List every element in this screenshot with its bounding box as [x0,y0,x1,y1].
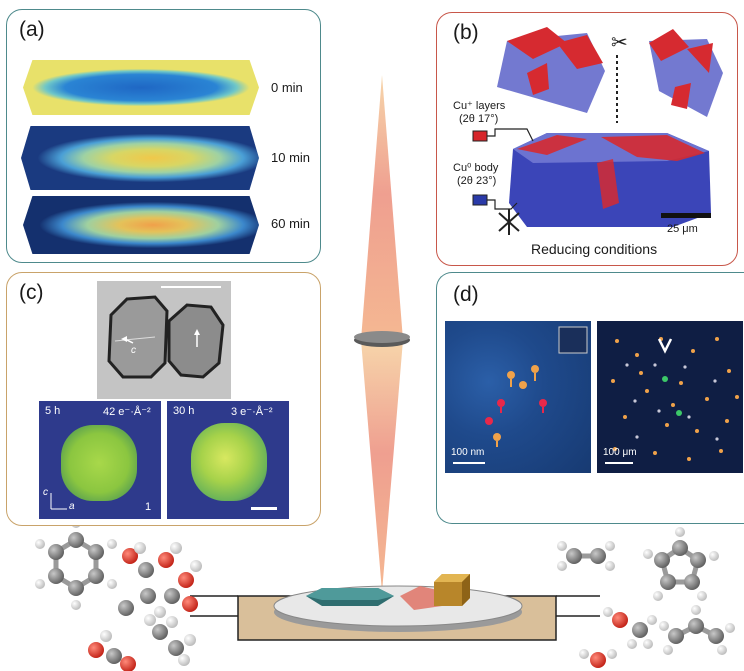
tem-axis-c: c [131,345,136,356]
molecule-formic [88,630,136,671]
time-label-10min: 10 min [271,150,311,165]
molecule-propene [659,605,735,655]
time-label-60min: 60 min [271,216,311,231]
panel-b-caption: Reducing conditions [531,241,658,257]
crystal-map-0min [23,60,259,115]
scale-bar-label: 25 μm [667,223,698,235]
molecule-methanol [603,607,657,649]
afm-image-right: 100 μm [597,321,743,473]
frame2-scale-bar [251,507,277,510]
afm-scale-right: 100 μm [603,447,637,458]
svg-text:✂: ✂ [611,30,628,54]
frame2-dose: 3 e⁻·Å⁻² [231,406,273,418]
sample-stage [190,574,600,641]
molecule-water [579,649,617,668]
frame1-axes [50,493,67,510]
panel-d: (d) 100 nm [436,272,744,524]
electron-beam [354,75,410,592]
cu0-angle: (2θ 23°) [457,175,497,187]
molecule-ethylene [557,541,615,571]
cu-plus-label: Cu⁺ layers [453,100,506,112]
afm-image-left: 100 nm [445,321,591,473]
panel-b-tag: (b) [453,21,479,44]
stem-frame-30h: 30 h 3 e⁻·Å⁻² [167,401,289,519]
crystal-map-10min [21,126,259,190]
panel-a-tag: (a) [19,18,45,41]
crystal-map-60min [23,196,259,254]
tomography-render: ✂ [472,27,723,235]
stem-frame-5h: 5 h 42 e⁻·Å⁻² 1 c a [39,401,161,519]
panel-c-tag: (c) [19,281,44,304]
panel-a: (a) 0 min 10 min 60 min [6,9,321,263]
molecule-sugar [118,542,202,618]
crystal-gold [434,574,470,606]
frame2-time: 30 h [173,405,195,417]
panel-d-tag: (d) [453,283,479,306]
frame1-axis-c: c [43,487,48,498]
frame1-axis-a: a [69,501,75,512]
molecule-ethanol [144,614,196,666]
molecule-cyclopentene [643,527,719,601]
frame1-time: 5 h [45,405,61,417]
frame1-dose: 42 e⁻·Å⁻² [103,406,151,418]
panel-c: (c) c 5 h 42 e⁻·Å⁻² 1 c a 30 h 3 e⁻·Å⁻² [6,272,321,526]
tem-image: c [97,281,231,399]
cu0-label: Cu⁰ body [453,162,499,174]
panel-b: (b) ✂ Cu⁺ layers (2θ 17 [436,12,738,266]
afm-scale-left: 100 nm [451,447,485,458]
time-label-0min: 0 min [271,80,303,95]
molecule-benzene [35,518,117,610]
cu-plus-angle: (2θ 17°) [459,113,499,125]
frame1-index: 1 [145,501,152,513]
